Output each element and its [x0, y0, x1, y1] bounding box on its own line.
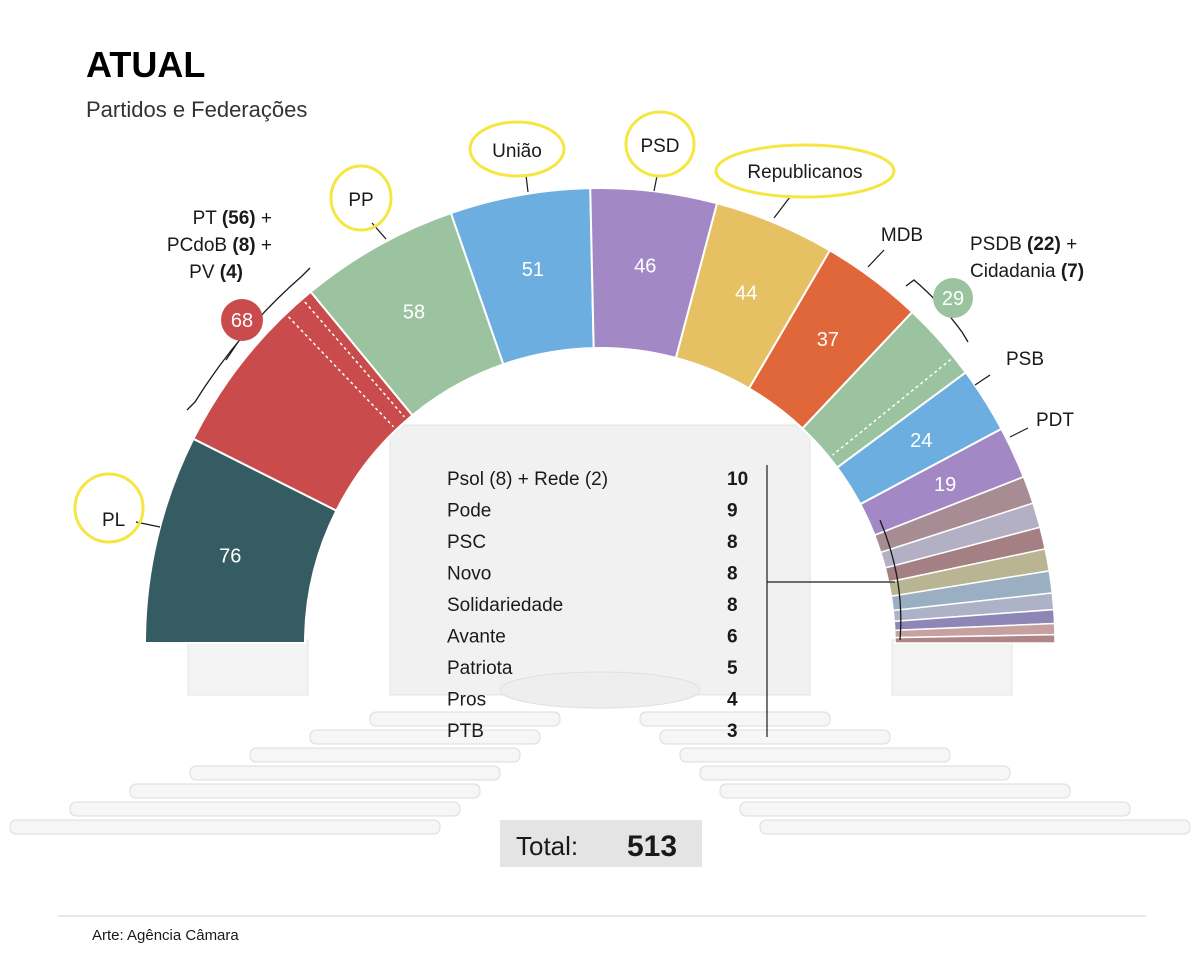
- label-uniao: União: [492, 141, 542, 162]
- label-pv-line3: PV (4): [189, 262, 243, 283]
- list-value-solidariedade: 8: [727, 595, 738, 616]
- bench-left: [369, 711, 561, 727]
- highlight-circle-republicanos: [714, 143, 896, 199]
- list-name-patriota: Patriota: [447, 658, 513, 679]
- label-pcdob-line2: PCdoB (8) +: [167, 235, 272, 256]
- bench-left: [69, 801, 461, 817]
- chart-subtitle: Partidos e Federações: [86, 97, 307, 122]
- highlight-circle-psd: [624, 110, 696, 178]
- label-cidadania-line2: Cidadania (7): [970, 261, 1084, 282]
- credit: Arte: Agência Câmara: [92, 927, 239, 944]
- list-name-psc: PSC: [447, 532, 486, 553]
- total-box: Total: 513: [500, 820, 702, 867]
- plenary-side-block-left: [187, 639, 309, 696]
- plenary-podium: [499, 671, 701, 709]
- list-value-psc: 8: [727, 532, 738, 553]
- bench-right: [739, 801, 1131, 817]
- federation-divider: [287, 316, 395, 428]
- list-name-solidariedade: Solidariedade: [447, 595, 563, 616]
- list-name-psol-8-rede-2: Psol (8) + Rede (2): [447, 469, 608, 490]
- list-value-novo: 8: [727, 564, 738, 585]
- label-psdb-line1: PSDB (22) +: [970, 234, 1077, 255]
- segment-value-psb: 24: [910, 430, 932, 452]
- badge-psdb-value: 29: [942, 288, 964, 310]
- highlight-circle-pp: [329, 164, 393, 232]
- plenary-side-block-right: [891, 639, 1013, 696]
- label-psd: PSD: [640, 136, 679, 157]
- bracket-small-parties: [879, 519, 902, 641]
- bench-right: [679, 747, 951, 763]
- label-pl: PL: [102, 510, 125, 531]
- chart-title: ATUAL: [86, 44, 205, 85]
- small-parties-list: Psol (8) + Rede (2) 10 Pode 9 PSC 8 Novo 8 Solid…: [447, 465, 895, 742]
- list-value-ptb: 3: [727, 721, 738, 742]
- label-mdb: MDB: [881, 225, 923, 246]
- list-value-psol-8-rede-2: 10: [727, 469, 748, 490]
- leader-republicanos: [773, 196, 791, 219]
- bench-right: [719, 783, 1071, 799]
- list-name-ptb: PTB: [447, 721, 484, 742]
- total-label: Total:: [516, 831, 578, 861]
- plenary-illustration: [9, 424, 1191, 835]
- list-value-avante: 6: [727, 627, 738, 648]
- bench-right: [759, 819, 1191, 835]
- label-pp: PP: [348, 190, 373, 211]
- badge-pt-value: 68: [231, 310, 253, 332]
- bench-left: [9, 819, 441, 835]
- badge-psdb-federation: [933, 278, 973, 318]
- bench-left: [309, 729, 541, 745]
- list-value-pode: 9: [727, 501, 738, 522]
- segment-value-mdb: 37: [817, 329, 839, 351]
- arc-segment-ptb: [894, 633, 1056, 644]
- list-value-patriota: 5: [727, 658, 738, 679]
- list-name-novo: Novo: [447, 564, 491, 585]
- leader-psb: [974, 374, 991, 386]
- leader-uniao: [525, 174, 529, 193]
- highlight-circle-uniao: [468, 120, 566, 178]
- bench-right: [639, 711, 831, 727]
- federation-divider: [832, 358, 952, 456]
- segment-value-pdt: 19: [934, 474, 956, 496]
- seat-arc: [143, 187, 1056, 644]
- bench-left: [129, 783, 481, 799]
- label-pdt: PDT: [1036, 410, 1074, 431]
- segment-value-psd: 46: [634, 256, 656, 278]
- leader-mdb: [867, 249, 885, 268]
- federation-divider: [304, 301, 405, 418]
- plenary-backwall: [389, 424, 811, 696]
- list-value-pros: 4: [727, 690, 738, 711]
- bench-left: [189, 765, 501, 781]
- list-name-pros: Pros: [447, 690, 486, 711]
- list-name-avante: Avante: [447, 627, 506, 648]
- leader-psd: [653, 175, 658, 192]
- total-box-bg: [500, 820, 702, 867]
- badge-pt-federation: [221, 299, 263, 341]
- label-republicanos: Republicanos: [747, 162, 862, 183]
- segment-value-pl: 76: [219, 545, 241, 567]
- bench-left: [249, 747, 521, 763]
- total-value: 513: [627, 830, 677, 863]
- bench-right: [659, 729, 891, 745]
- party-labels: PL PT (56) + PCdoB (8) + PV (4) 68 PP Un…: [73, 110, 1084, 544]
- segment-value-republicanos: 44: [735, 282, 757, 304]
- list-name-pode: Pode: [447, 501, 491, 522]
- leader-pdt: [1009, 427, 1029, 438]
- highlight-circle-pl: [73, 472, 145, 544]
- bench-right: [699, 765, 1011, 781]
- segment-value-pp: 58: [403, 302, 425, 324]
- label-psb: PSB: [1006, 349, 1044, 370]
- label-pt-line1: PT (56) +: [193, 208, 272, 229]
- segment-value-uni-o: 51: [522, 259, 544, 281]
